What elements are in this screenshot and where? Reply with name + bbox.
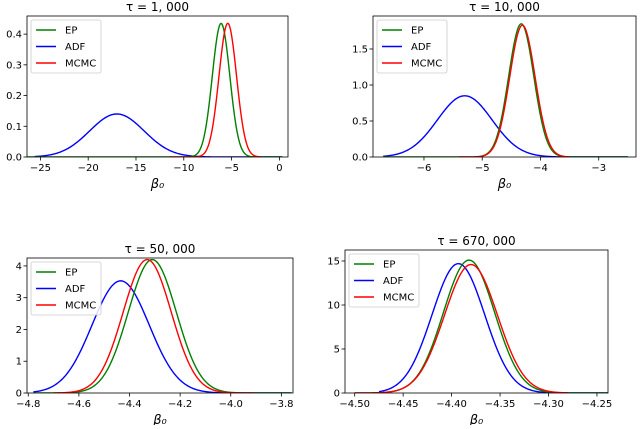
legend-label-mcmc: MCMC: [65, 301, 96, 312]
axes-frame: [26, 257, 294, 394]
legend-label-mcmc: MCMC: [65, 59, 96, 70]
series-line-adf: [383, 95, 628, 157]
series-line-adf: [34, 113, 283, 157]
legend: EP ADF MCMC: [348, 253, 420, 308]
x-tick-label: −5: [224, 163, 239, 174]
y-tick-label: 0.0: [6, 153, 22, 164]
legend-box: [30, 261, 102, 316]
axes-frame: [372, 15, 637, 158]
y-tick-label: 0.2: [6, 91, 22, 102]
x-tick-label: −25: [30, 163, 51, 174]
legend: EP ADF MCMC: [30, 19, 102, 74]
subplot-4: τ = 670, 000 −4.50 −4.45 −4.40 −4.35 −4.30 −4.…: [327, 234, 613, 428]
legend-label-ep: EP: [383, 260, 395, 271]
y-tick-label: 3: [16, 293, 22, 304]
axes-frame: [344, 249, 609, 394]
y-tick-label: 0.5: [352, 116, 368, 127]
series-line-ep: [27, 22, 283, 157]
x-axis-label: β₀: [469, 413, 484, 425]
subplot-title: τ = 10, 000: [469, 0, 540, 14]
x-tick-label: −4.0: [219, 399, 243, 410]
y-tick-label: 5: [334, 345, 340, 356]
series-line-mcmc: [169, 22, 261, 157]
series-line-mcmc: [354, 263, 568, 393]
legend-label-adf: ADF: [65, 284, 86, 295]
series-line-mcmc: [53, 258, 254, 393]
x-tick-label: −4.50: [339, 399, 370, 410]
x-tick-label: −4.35: [485, 399, 516, 410]
y-tick-label: 0.0: [352, 153, 368, 164]
y-tick-label: 0.1: [6, 122, 22, 133]
y-tick-label: 15: [327, 257, 340, 268]
x-axis-label: β₀: [150, 177, 165, 192]
y-tick-label: 10: [327, 301, 340, 312]
x-tick-label: −6: [417, 163, 432, 174]
legend-label-ep: EP: [411, 26, 423, 37]
x-tick-label: −4.4: [117, 399, 141, 410]
legend-box: [376, 19, 448, 74]
subplot-title: τ = 1, 000: [126, 0, 189, 14]
legend-label-ep: EP: [65, 268, 77, 279]
subplot-2: τ = 10, 000 −6 −5 −4 −3 0.0 0.5 1.0 1.5 β₀ EP ADF MC…: [352, 0, 637, 192]
x-axis-label: β₀: [497, 177, 512, 192]
subplot-1: τ = 1, 000 −25 −20 −15 −10 −5 0 0.0 0.1 0.2 0.3 0.4…: [6, 0, 289, 192]
x-tick-label: −4.6: [67, 399, 91, 410]
y-tick-label: 1.5: [352, 44, 368, 55]
x-tick-label: −20: [78, 163, 99, 174]
subplot-title: τ = 670, 000: [437, 234, 515, 248]
curves: [27, 22, 283, 157]
y-tick-label: 0.4: [6, 30, 22, 41]
legend-box: [30, 19, 102, 74]
x-tick-label: −4.25: [582, 399, 613, 410]
legend-label-mcmc: MCMC: [411, 59, 442, 70]
x-tick-label: −4: [533, 163, 548, 174]
y-tick-label: 4: [16, 261, 22, 272]
x-tick-label: −3: [591, 163, 606, 174]
x-tick-label: −5: [475, 163, 490, 174]
x-tick-label: −10: [173, 163, 194, 174]
legend-label-mcmc: MCMC: [383, 293, 414, 304]
y-tick-label: 1.0: [352, 80, 368, 91]
y-tick-label: 0.3: [6, 60, 22, 71]
x-tick-label: −4.8: [16, 399, 40, 410]
y-tick-label: 2: [16, 325, 22, 336]
legend: EP ADF MCMC: [376, 19, 448, 74]
x-tick-label: −4.2: [168, 399, 192, 410]
axes-frame: [26, 15, 289, 158]
subplot-title: τ = 50, 000: [125, 242, 196, 256]
legend-label-adf: ADF: [65, 42, 86, 53]
y-tick-label: 1: [16, 357, 22, 368]
x-tick-label: −15: [125, 163, 146, 174]
x-tick-label: −4.40: [436, 399, 467, 410]
legend-label-ep: EP: [65, 26, 77, 37]
legend-box: [348, 253, 420, 308]
legend-label-adf: ADF: [411, 42, 432, 53]
series-line-ep: [383, 23, 628, 157]
x-tick-label: 0: [276, 163, 282, 174]
x-tick-label: −4.30: [533, 399, 564, 410]
legend-label-adf: ADF: [383, 276, 404, 287]
y-tick-label: 0: [16, 389, 22, 400]
y-tick-label: 0: [334, 389, 340, 400]
x-tick-label: −4.45: [388, 399, 419, 410]
x-axis-label: β₀: [152, 413, 167, 425]
x-tick-label: −3.8: [269, 399, 293, 410]
subplot-3: τ = 50, 000 −4.8 −4.6 −4.4 −4.2 −4.0 −3.8 0 1 2 3 4…: [16, 242, 294, 428]
legend: EP ADF MCMC: [30, 261, 102, 316]
